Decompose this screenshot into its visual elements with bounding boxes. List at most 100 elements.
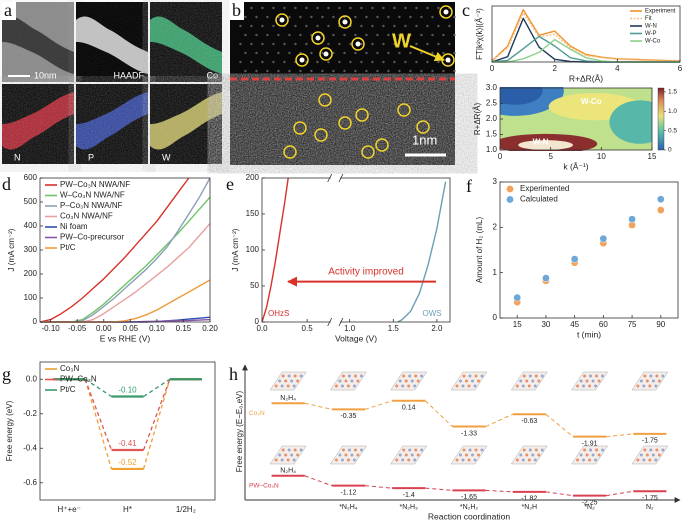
crystal-atom [519,379,523,383]
lattice-dot [266,69,269,73]
atom [445,57,451,63]
x-tick-label: 30 [541,320,550,329]
lattice-dot [448,24,451,28]
crystal-atom [402,374,406,378]
connector [142,379,171,470]
crystal-atom [636,384,640,388]
plot-frame [39,361,216,501]
tile-label: N [14,152,21,162]
crystal-atom [515,384,519,388]
lattice-dot [327,6,330,10]
y-axis-label: R+ΔR(Å) [473,103,482,136]
x-tick-label: 0 [490,64,495,73]
scatter-point [656,206,665,214]
lattice-dot [376,51,379,55]
lattice-dot [354,69,357,73]
y-tick-label: 200 [246,173,260,182]
crystal-atom [480,448,484,452]
lattice-dot [404,24,407,28]
crystal-atom [591,453,595,457]
value-label: -2.25 [582,500,598,507]
atom [355,41,361,47]
x-tick-label: 90 [656,320,665,329]
lattice-dot [327,60,330,64]
crystal-atom [579,379,583,383]
crystal-atom [338,379,342,383]
series-label: OWS [423,309,442,318]
crystal-cell [450,445,488,465]
atom-ring [311,31,325,45]
legend-label: PW–Co₃N [60,375,97,384]
connector [143,378,171,398]
atom-ring [318,93,332,107]
crystal-atom [468,448,472,452]
crystal-atom [525,453,529,457]
lattice-dot [371,60,374,64]
crystal-atom [459,379,462,383]
lattice-dot [360,6,363,10]
y-tick-label: 3 [493,177,498,186]
x-tick-label: H⁺+e⁻ [57,505,80,514]
crystal-atom [595,374,599,378]
crystal-atom [651,453,655,457]
lattice-dot [409,69,412,73]
atom-ring [351,37,365,51]
connector [606,490,634,497]
lattice-dot [453,69,456,73]
crystal-atom [462,448,466,452]
lattice-dot [316,6,319,10]
x-tick-label: *N₂H₄ [339,504,358,511]
crystal-atom [467,458,471,462]
legend-label: W-N [645,24,657,30]
crystal-atom [521,458,525,462]
lattice-dot [261,42,264,46]
crystal-atom [395,384,399,388]
plot-frame [261,177,451,323]
legend-label: Pt/C [60,243,76,252]
crystal-atom [278,379,282,383]
x-tick-label: 0.0 [256,324,268,333]
atom [342,19,348,25]
lattice-dot [420,15,423,19]
crystal-atom [274,384,278,388]
axis-break-gap [330,320,340,324]
lattice-dot [442,33,445,37]
x-tick-label: 5 [548,152,553,161]
tile-label: P [88,152,94,162]
lattice-dot [453,15,456,19]
crystal-atom [290,453,294,457]
crystal-atom [588,458,592,462]
lattice-dot [437,42,440,46]
crystal-atom [525,379,529,383]
series-line [397,181,447,323]
crystal-atom [533,384,537,388]
crystal-atom [459,453,462,457]
contour-region [609,100,652,144]
crystal-atom [284,379,288,383]
atom-ring [293,121,307,135]
crystal-atom [401,384,405,388]
lattice-dot [387,51,390,55]
y-tick-label: 2 [493,222,498,231]
scale-bar-label: 1nm [412,132,437,147]
connector [425,487,453,491]
lattice-dot [365,15,368,19]
annotation: W-Co [581,97,602,106]
y-tick-label: 300 [24,245,38,254]
crystal-atom [471,379,474,383]
scatter-point [513,293,522,302]
value-label: -1.75 [642,438,658,445]
x-axis-label: R+ΔR(Å) [569,73,603,83]
x-tick-label: 0 [498,152,503,161]
tile-noise [2,84,74,164]
crystal-atom [341,374,345,378]
atom-ring [283,145,297,159]
lattice-dot [393,24,396,28]
lattice-dot [310,69,313,73]
value-label: -1.91 [582,441,598,448]
atom-ring [314,128,328,142]
crystal-atom [522,374,526,378]
value-label: -1.4 [403,492,415,499]
crystal-atom [645,379,649,383]
